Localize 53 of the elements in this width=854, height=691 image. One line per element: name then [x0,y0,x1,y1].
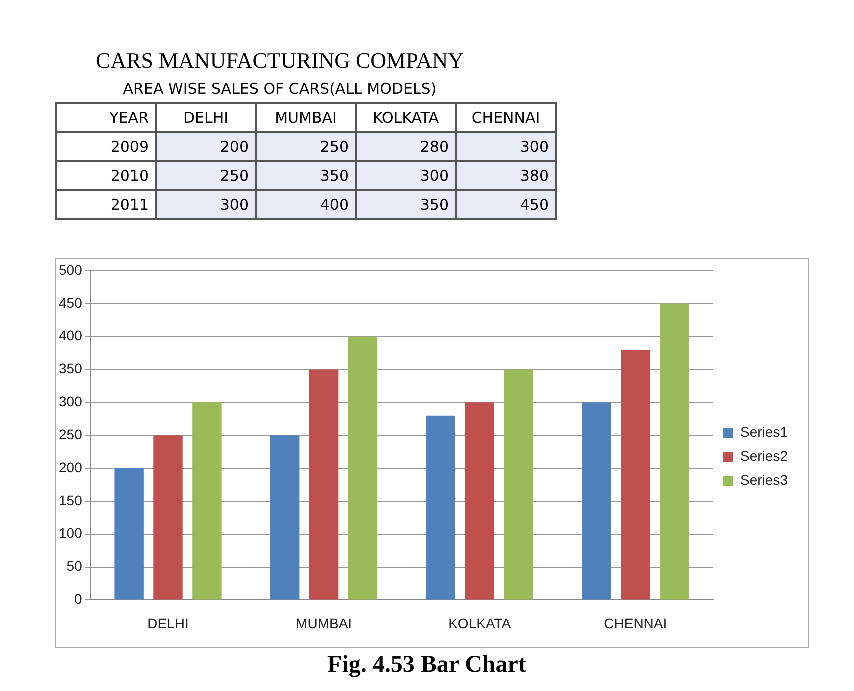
data-label: 350 [356,190,456,219]
data-label: 300 [356,161,456,190]
x-tick-label: CHENNAI [604,615,668,632]
y-tick-label: 2011 [56,190,156,219]
legend-label: Series1 [740,424,788,440]
x-tick-label: KOLKATA [356,103,456,132]
bar [660,304,690,600]
y-tick-label: 2009 [56,132,156,161]
y-tick-label: 400 [59,328,83,344]
x-tick-label: DELHI [148,615,189,632]
x-tick-label: CHENNAI [456,103,556,132]
y-tick-label: 250 [59,426,83,442]
data-label: 450 [456,190,556,219]
y-tick-label: 2010 [56,161,156,190]
bar [348,336,378,600]
bar [465,402,494,600]
y-axis-title: YEAR [56,103,156,132]
bar [426,416,456,600]
bar [270,436,300,600]
data-label: 350 [256,161,356,190]
bar [582,402,612,600]
x-tick-label: MUMBAI [256,103,356,132]
data-label: 280 [356,132,456,161]
bar [192,402,222,600]
data-label: 250 [256,132,356,161]
y-tick-label: 300 [59,394,83,410]
y-tick-label: 500 [59,262,83,278]
y-tick-label: 100 [59,525,83,542]
y-tick-label: 200 [59,459,83,476]
data-label: 300 [456,132,556,161]
y-tick-label: 150 [59,492,83,508]
y-tick-label: 50 [66,558,83,574]
data-label: 200 [156,132,256,161]
data-label: 300 [156,190,256,219]
legend-label: Series3 [740,472,788,488]
caption: Fig. 4.53 Bar Chart [326,652,528,679]
bar [154,436,183,600]
bar [621,350,650,600]
chart-title: AREA WISE SALES OF CARS(ALL MODELS) [122,80,438,98]
x-tick-label: MUMBAI [296,615,352,632]
data-label: 400 [256,190,356,219]
bar [114,468,144,600]
y-tick-label: 450 [59,294,83,311]
legend-label: Series2 [740,448,788,464]
bar [504,370,534,600]
x-tick-label: KOLKATA [448,615,512,632]
y-tick-label: 350 [59,360,83,377]
y-tick-label: 0 [74,591,83,608]
data-label: 380 [456,161,556,190]
chart-subtitle: CARS MANUFACTURING COMPANY [95,48,465,74]
x-tick-label: DELHI [156,103,256,132]
data-label: 250 [156,161,256,190]
bar [309,370,339,600]
